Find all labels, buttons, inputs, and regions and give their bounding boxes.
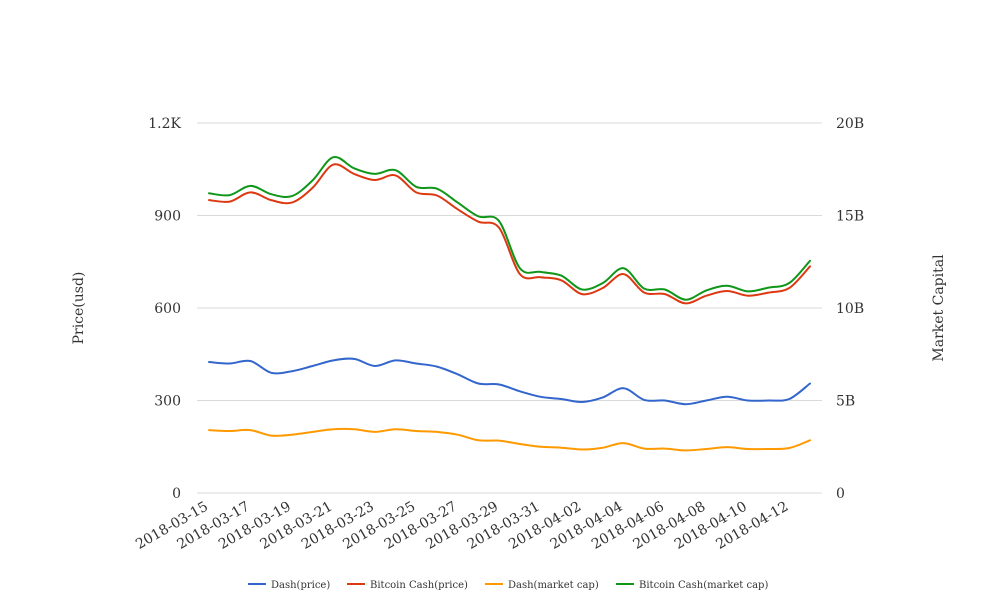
legend-label: Bitcoin Cash(market cap) bbox=[639, 580, 768, 591]
y-left-tick-label: 600 bbox=[154, 301, 181, 317]
y-left-tick-label: 0 bbox=[172, 486, 181, 502]
series-line-bitcoin-cash-market-cap bbox=[208, 155, 811, 301]
y-left-axis-title: Price(usd) bbox=[71, 272, 87, 345]
series-line-bitcoin-cash-price bbox=[208, 163, 811, 305]
legend-label: Dash(market cap) bbox=[508, 580, 599, 591]
y-right-tick-label: 5B bbox=[836, 394, 855, 410]
legend-label: Bitcoin Cash(price) bbox=[370, 580, 468, 591]
y-right-tick-label: 20B bbox=[836, 116, 864, 132]
y-right-tick-label: 10B bbox=[836, 301, 864, 317]
legend-label: Dash(price) bbox=[271, 580, 330, 591]
series-line-dash-market-cap bbox=[208, 427, 811, 452]
series-line-dash-price bbox=[208, 357, 811, 406]
y-left-tick-label: 1.2K bbox=[148, 116, 181, 132]
y-left-tick-label: 900 bbox=[154, 209, 181, 225]
y-right-axis-title: Market Capital bbox=[931, 254, 947, 362]
y-left-tick-label: 300 bbox=[154, 394, 181, 410]
y-right-tick-label: 15B bbox=[836, 209, 864, 225]
y-right-tick-label: 0 bbox=[836, 486, 845, 502]
